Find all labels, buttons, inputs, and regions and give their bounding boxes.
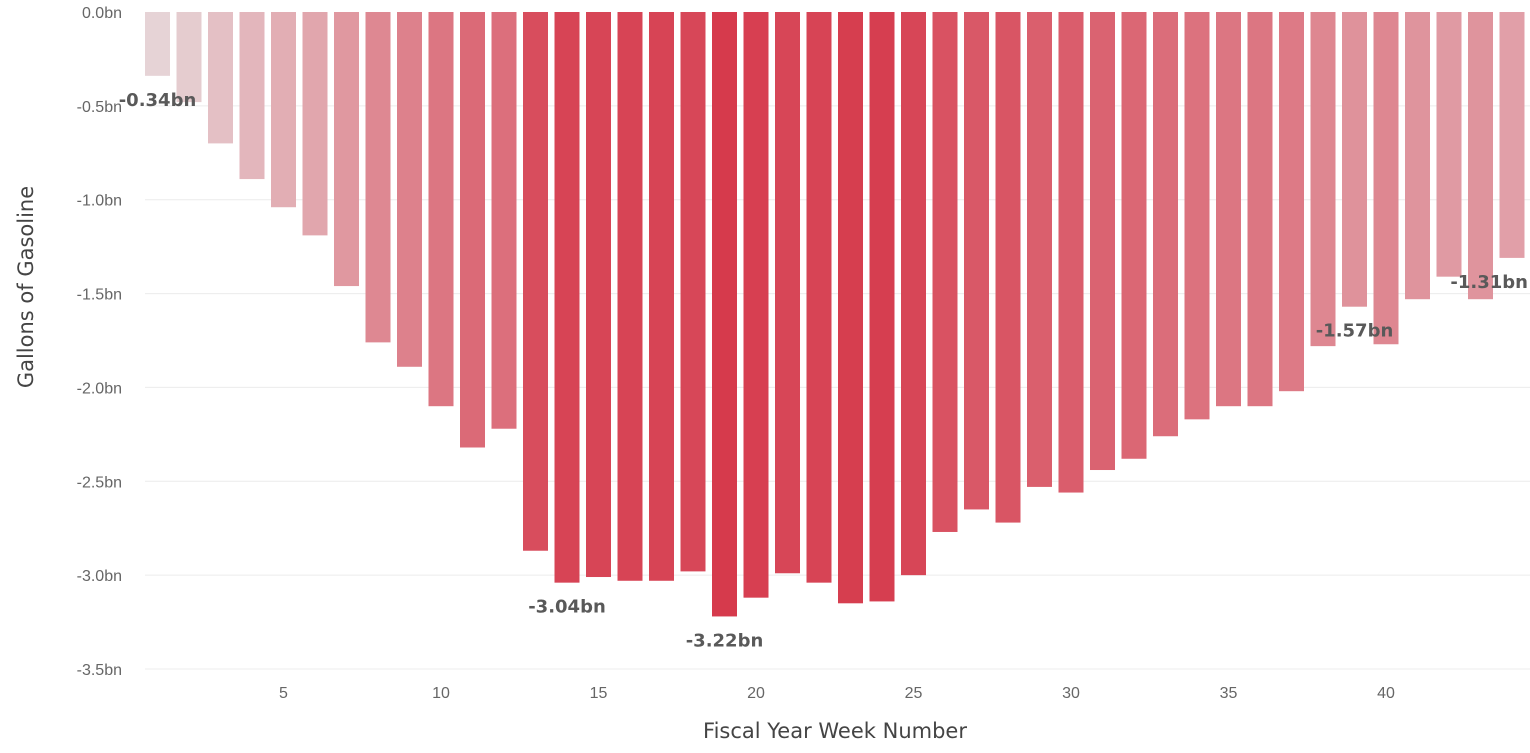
bar-week-39 (1342, 12, 1367, 307)
x-tick-label: 5 (279, 685, 288, 702)
bar-week-32 (1121, 12, 1147, 459)
bar-week-8 (365, 12, 391, 343)
bar-week-35 (1216, 12, 1241, 407)
x-tick-label: 15 (590, 685, 608, 702)
bar-week-16 (617, 12, 643, 581)
bar-week-28 (995, 12, 1021, 523)
y-tick-label: -2.5bn (77, 474, 122, 491)
bar-week-29 (1027, 12, 1052, 487)
bar-week-42 (1436, 12, 1462, 277)
bar-week-4 (239, 12, 265, 180)
bar-week-14 (554, 12, 580, 583)
data-label-week-19: -3.22bn (686, 630, 764, 651)
y-tick-label: -1.0bn (77, 193, 122, 210)
bar-week-25 (901, 12, 926, 576)
data-label-week-14: -3.04bn (528, 597, 606, 618)
x-tick-label: 25 (905, 685, 923, 702)
bar-week-1 (145, 12, 170, 76)
x-tick-label: 20 (747, 685, 765, 702)
bar-week-21 (775, 12, 800, 574)
y-axis-title: Gallons of Gasoline (14, 186, 38, 388)
bar-week-9 (397, 12, 422, 367)
bar-week-13 (523, 12, 548, 551)
bar-week-10 (428, 12, 454, 407)
bar-week-5 (271, 12, 296, 208)
x-axis-ticks: 5 10 15 20 25 30 35 40 (279, 685, 1395, 702)
bar-week-36 (1247, 12, 1273, 407)
y-tick-label: -1.5bn (77, 287, 122, 304)
y-tick-label: -0.5bn (77, 99, 122, 116)
x-tick-label: 30 (1062, 685, 1080, 702)
x-tick-label: 40 (1377, 685, 1395, 702)
data-label-week-44: -1.31bn (1450, 272, 1528, 293)
bar-week-30 (1058, 12, 1084, 493)
data-labels: -0.34bn -3.04bn -3.22bn -1.57bn -1.31bn (119, 90, 1528, 652)
bar-week-40 (1373, 12, 1399, 345)
data-label-week-39: -1.57bn (1316, 321, 1394, 342)
y-tick-label: -2.0bn (77, 380, 122, 397)
bar-week-43 (1468, 12, 1493, 300)
bar-week-11 (460, 12, 485, 448)
bar-week-17 (649, 12, 674, 581)
data-label-week-1: -0.34bn (119, 90, 197, 111)
bar-week-33 (1153, 12, 1178, 437)
bar-week-37 (1279, 12, 1304, 392)
bar-week-23 (838, 12, 863, 604)
bar-week-26 (932, 12, 958, 532)
bar-week-18 (680, 12, 706, 572)
bars (145, 12, 1525, 617)
bar-week-12 (491, 12, 517, 429)
x-axis-title: Fiscal Year Week Number (703, 719, 967, 743)
y-tick-label: 0.0bn (82, 5, 122, 22)
bar-week-7 (334, 12, 359, 287)
bar-week-34 (1184, 12, 1210, 420)
y-axis-ticks: 0.0bn -0.5bn -1.0bn -1.5bn -2.0bn -2.5bn -3.0b… (77, 5, 122, 679)
bar-week-24 (869, 12, 895, 602)
bar-week-2 (176, 12, 202, 103)
bar-week-27 (964, 12, 989, 510)
bar-week-3 (208, 12, 233, 144)
bar-week-15 (586, 12, 611, 578)
y-tick-label: -3.5bn (77, 662, 122, 679)
x-tick-label: 10 (432, 685, 450, 702)
bar-week-22 (806, 12, 832, 583)
bar-week-19 (712, 12, 737, 617)
bar-week-20 (743, 12, 769, 598)
x-tick-label: 35 (1220, 685, 1238, 702)
bar-week-6 (302, 12, 328, 236)
bar-week-38 (1310, 12, 1336, 347)
bar-week-41 (1405, 12, 1430, 300)
bar-week-31 (1090, 12, 1115, 471)
y-tick-label: -3.0bn (77, 568, 122, 585)
bar-week-44 (1499, 12, 1525, 258)
